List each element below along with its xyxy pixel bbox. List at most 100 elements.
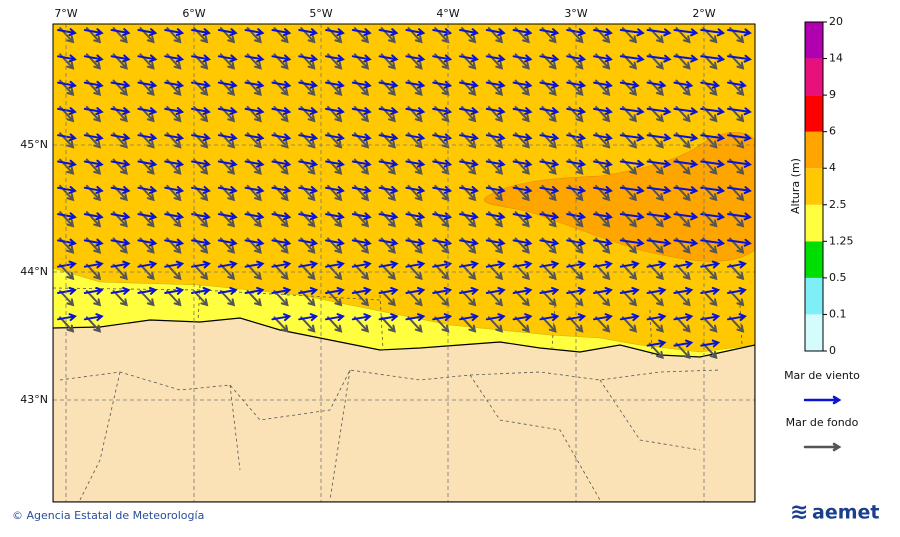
wind-arrow bbox=[191, 185, 211, 194]
swell-arrow bbox=[380, 316, 396, 333]
wind-arrow bbox=[405, 286, 426, 295]
wind-arrow bbox=[351, 185, 372, 194]
wind-arrow bbox=[164, 133, 185, 142]
wind-arrow bbox=[485, 260, 506, 269]
wind-arrow bbox=[137, 260, 158, 269]
map-frame bbox=[52, 23, 756, 503]
wind-arrow bbox=[110, 212, 131, 221]
swell-arrow bbox=[541, 263, 557, 281]
wind-arrow bbox=[191, 260, 211, 269]
wind-arrow bbox=[727, 212, 752, 221]
wind-arrow bbox=[57, 54, 77, 63]
swell-arrow bbox=[300, 316, 316, 333]
wind-arrow bbox=[539, 260, 560, 269]
wind-arrow bbox=[593, 212, 613, 221]
swell-arrow bbox=[541, 290, 557, 307]
wind-arrow bbox=[727, 54, 752, 63]
colorbar-label: 0.1 bbox=[829, 307, 847, 320]
wind-arrow bbox=[325, 28, 345, 37]
wind-arrow bbox=[351, 159, 372, 168]
swell-arrow bbox=[193, 290, 209, 307]
wind-arrow bbox=[325, 313, 345, 322]
swell-arrow bbox=[675, 263, 691, 281]
wind-arrow bbox=[57, 159, 77, 168]
land bbox=[53, 317, 755, 502]
wind-arrow bbox=[191, 159, 211, 168]
wind-arrow bbox=[325, 185, 345, 194]
wind-arrow bbox=[673, 186, 699, 195]
swell-arrow bbox=[729, 316, 745, 333]
wind-arrow bbox=[673, 54, 699, 63]
wind-arrow bbox=[539, 107, 560, 115]
wind-arrow bbox=[727, 186, 752, 195]
wind-arrow bbox=[566, 54, 587, 63]
zone-boundaries bbox=[53, 284, 743, 356]
swell-arrow bbox=[273, 290, 289, 307]
wind-arrow bbox=[137, 80, 158, 89]
wind-arrow bbox=[512, 212, 533, 221]
wind-arrow bbox=[271, 238, 292, 247]
wind-arrow bbox=[378, 80, 399, 89]
wind-arrow bbox=[137, 159, 158, 168]
wind-arrow bbox=[485, 212, 506, 221]
wind-arrow bbox=[700, 28, 726, 37]
wind-arrow bbox=[432, 313, 453, 322]
swell-arrow bbox=[166, 290, 182, 307]
wind-arrow bbox=[110, 133, 131, 142]
wind-arrow bbox=[619, 107, 645, 116]
colorbar-segment bbox=[805, 241, 823, 278]
wind-arrow bbox=[351, 286, 372, 295]
wind-arrow bbox=[646, 339, 667, 348]
wind-arrow bbox=[298, 238, 319, 247]
wind-arrow bbox=[485, 286, 506, 295]
colorbar-frame bbox=[804, 21, 824, 352]
wind-arrow bbox=[512, 238, 533, 247]
wind-arrow bbox=[217, 54, 238, 63]
wind-arrow bbox=[566, 313, 587, 322]
swell-arrow bbox=[514, 316, 530, 333]
wind-arrow bbox=[646, 80, 667, 89]
swell-arrow bbox=[648, 342, 664, 360]
wind-arrow bbox=[539, 28, 560, 37]
swell-arrow bbox=[675, 316, 691, 333]
swell-arrow bbox=[59, 263, 75, 281]
wind-arrow bbox=[432, 159, 453, 168]
wind-arrow bbox=[83, 185, 104, 194]
wind-arrow bbox=[325, 260, 345, 269]
wind-arrow bbox=[298, 80, 319, 89]
colorbar-segment bbox=[805, 168, 823, 205]
wind-arrow bbox=[244, 260, 265, 269]
wind-arrow bbox=[137, 238, 158, 247]
colorbar-segment bbox=[805, 22, 823, 59]
wind-arrow bbox=[83, 286, 104, 295]
swell-arrow bbox=[407, 316, 423, 333]
wind-arrow bbox=[137, 107, 158, 115]
wind-arrow bbox=[351, 212, 372, 221]
swell-arrow bbox=[273, 316, 289, 333]
wind-arrow bbox=[593, 80, 613, 89]
lon-label: 7°W bbox=[54, 7, 77, 20]
colorbar-label: 2.5 bbox=[829, 198, 847, 211]
colorbar-title: Altura (m) bbox=[789, 158, 802, 214]
wind-arrow bbox=[244, 54, 265, 63]
wind-arrow bbox=[164, 238, 185, 247]
swell-arrow bbox=[407, 290, 423, 307]
wind-arrow bbox=[619, 238, 645, 247]
wind-arrow bbox=[700, 54, 726, 63]
wind-arrow bbox=[727, 238, 752, 247]
wind-arrow bbox=[512, 133, 533, 142]
wind-arrow bbox=[244, 159, 265, 168]
colorbar-segment bbox=[805, 131, 823, 169]
wind-arrow bbox=[673, 313, 694, 322]
swell-arrow bbox=[139, 290, 155, 307]
wind-arrow bbox=[83, 313, 104, 322]
colorbar-segment bbox=[805, 314, 823, 351]
wind-arrow bbox=[298, 212, 319, 221]
swell-arrow bbox=[112, 290, 128, 307]
swell-arrow bbox=[85, 290, 102, 307]
wind-arrow bbox=[217, 159, 238, 168]
swell-arrow bbox=[353, 316, 370, 333]
wind-arrow bbox=[137, 212, 158, 221]
wind-arrow bbox=[459, 54, 479, 63]
wind-arrow bbox=[459, 212, 479, 221]
